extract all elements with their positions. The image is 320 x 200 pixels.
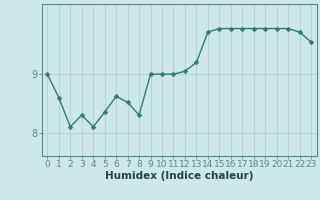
X-axis label: Humidex (Indice chaleur): Humidex (Indice chaleur) bbox=[105, 171, 253, 181]
